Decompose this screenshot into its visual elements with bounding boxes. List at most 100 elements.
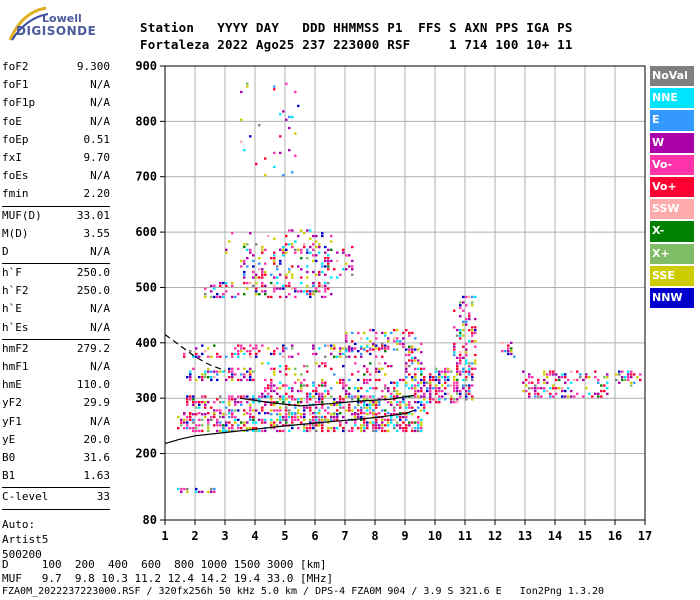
- echo-point: [393, 413, 396, 416]
- echo-point: [228, 370, 231, 373]
- echo-point: [417, 362, 420, 365]
- echo-point: [474, 367, 477, 370]
- echo-point: [282, 415, 285, 419]
- echo-point: [234, 347, 237, 350]
- echo-point: [507, 350, 510, 353]
- echo-point: [255, 344, 258, 347]
- echo-point: [429, 398, 432, 401]
- echo-point: [327, 392, 330, 395]
- echo-point: [243, 273, 246, 276]
- echo-point: [204, 376, 207, 379]
- x-tick-label: 4: [251, 529, 258, 543]
- echo-point: [210, 370, 213, 373]
- echo-point: [252, 409, 255, 412]
- echo-point: [507, 344, 510, 347]
- echo-point: [210, 284, 213, 287]
- echo-point: [261, 273, 264, 276]
- echo-point: [240, 347, 243, 350]
- echo-point: [420, 342, 423, 346]
- echo-point: [297, 248, 300, 251]
- echo-point: [270, 295, 273, 299]
- echo-point: [339, 412, 342, 415]
- echo-point: [399, 401, 402, 404]
- echo-point: [216, 373, 219, 376]
- echo-point: [399, 418, 402, 421]
- x-tick-label: 15: [578, 529, 592, 543]
- echo-point: [252, 270, 255, 274]
- echo-point: [336, 409, 339, 412]
- echo-point: [276, 392, 279, 395]
- echo-point: [630, 376, 633, 379]
- echo-point: [471, 295, 474, 299]
- echo-point: [231, 367, 234, 370]
- echo-point: [351, 427, 354, 430]
- echo-point: [282, 245, 285, 249]
- echo-point: [186, 424, 189, 427]
- echo-point: [348, 406, 351, 409]
- echo-point: [387, 429, 390, 433]
- echo-point: [189, 415, 192, 419]
- echo-point: [249, 352, 252, 356]
- echo-point: [507, 352, 510, 356]
- legend-item: W: [650, 132, 694, 153]
- echo-point: [372, 409, 375, 412]
- legend-item: NoVal: [650, 66, 694, 87]
- echo-point: [306, 392, 309, 395]
- echo-point: [189, 350, 192, 353]
- echo-point: [252, 421, 255, 424]
- echo-point: [264, 262, 267, 265]
- echo-point: [381, 342, 384, 346]
- echo-point: [414, 392, 417, 395]
- echo-point: [375, 387, 378, 390]
- param-value: 2.20: [83, 187, 111, 201]
- echo-point: [189, 395, 192, 398]
- echo-point: [300, 387, 303, 390]
- echo-point: [222, 295, 225, 299]
- echo-point: [474, 345, 477, 348]
- echo-point: [465, 392, 468, 395]
- echo-point: [465, 304, 468, 307]
- echo-point: [363, 412, 366, 415]
- echo-point: [558, 387, 561, 390]
- echo-point: [396, 403, 399, 406]
- echo-point: [237, 293, 240, 296]
- echo-point: [573, 378, 576, 382]
- echo-point: [255, 398, 258, 401]
- echo-point: [561, 395, 564, 398]
- echo-point: [273, 151, 276, 155]
- param-row: fmin 2.20: [2, 187, 110, 205]
- echo-point: [351, 373, 354, 376]
- echo-point: [333, 429, 336, 433]
- echo-point: [387, 337, 390, 340]
- echo-point: [270, 418, 273, 421]
- echo-point: [192, 355, 195, 358]
- echo-point: [417, 389, 420, 393]
- echo-point: [306, 265, 309, 268]
- echo-point: [279, 406, 282, 409]
- echo-point: [402, 331, 405, 335]
- echo-point: [327, 406, 330, 409]
- echo-point: [567, 378, 570, 382]
- echo-point: [294, 154, 297, 157]
- echo-point: [231, 424, 234, 427]
- echo-point: [414, 359, 417, 362]
- echo-point: [327, 268, 330, 271]
- echo-point: [528, 392, 531, 395]
- legend-item: SSW: [650, 199, 694, 220]
- echo-point: [279, 365, 282, 368]
- echo-point: [291, 427, 294, 430]
- echo-point: [372, 424, 375, 427]
- echo-point: [204, 373, 207, 376]
- echo-point: [447, 376, 450, 379]
- echo-point: [324, 259, 327, 263]
- echo-point: [399, 424, 402, 427]
- echo-point: [405, 329, 408, 332]
- echo-point: [198, 376, 201, 379]
- echo-point: [243, 262, 246, 265]
- echo-point: [336, 401, 339, 404]
- echo-point: [297, 401, 300, 404]
- echo-point: [306, 290, 309, 293]
- echo-point: [438, 370, 441, 373]
- echo-point: [219, 284, 222, 287]
- echo-point: [282, 284, 285, 287]
